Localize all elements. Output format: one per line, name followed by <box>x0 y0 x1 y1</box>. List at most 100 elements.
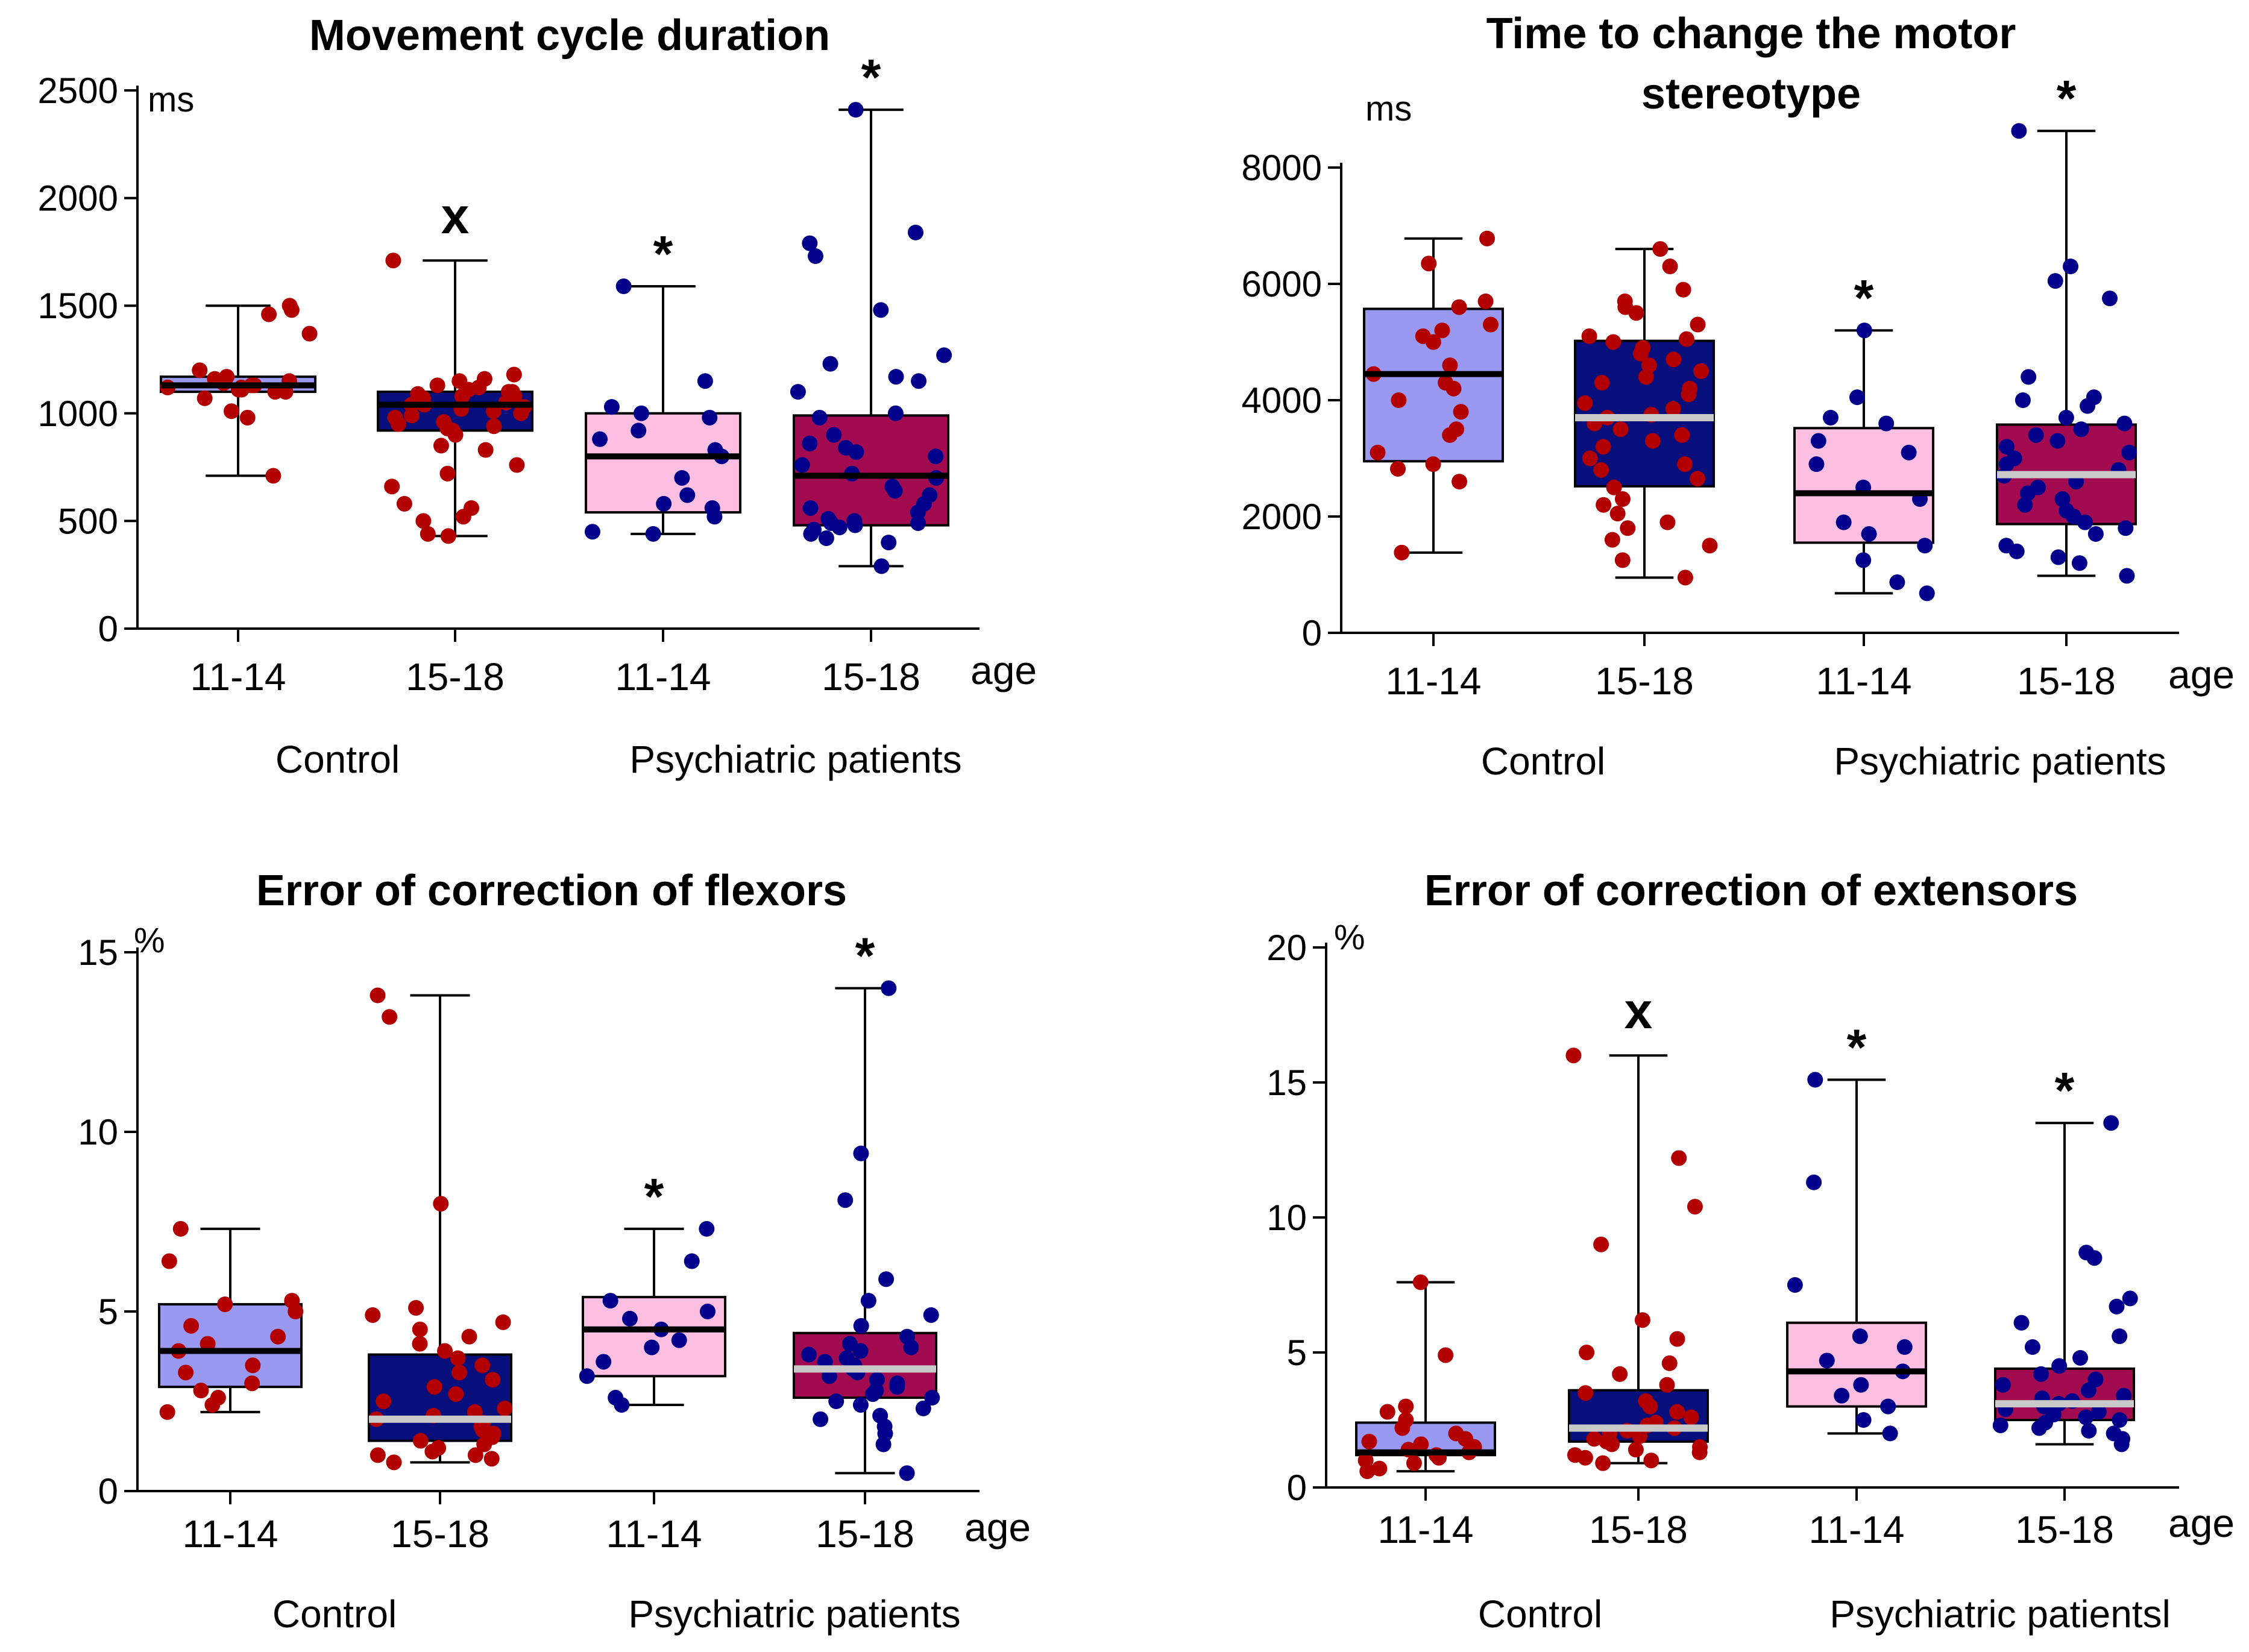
data-point <box>656 495 672 512</box>
data-point <box>430 1440 447 1456</box>
data-point <box>1448 421 1465 438</box>
data-point <box>838 1350 855 1366</box>
data-point <box>1669 1331 1685 1347</box>
data-point <box>2049 433 2066 449</box>
data-point <box>408 1300 424 1316</box>
data-point <box>1438 375 1454 391</box>
data-point <box>1609 506 1626 522</box>
data-point <box>922 487 938 503</box>
data-point <box>1595 1455 1611 1471</box>
chart-title: Movement cycle duration <box>309 11 830 60</box>
data-point <box>2024 1339 2040 1355</box>
data-point <box>579 1368 595 1384</box>
data-point <box>2087 526 2104 542</box>
data-point <box>826 427 842 443</box>
box-iqr <box>1994 1367 2135 1421</box>
data-point <box>178 1365 194 1381</box>
data-point <box>790 384 806 400</box>
data-point <box>1425 456 1441 473</box>
data-point <box>2119 568 2135 584</box>
data-point <box>1371 1460 1388 1477</box>
significance-mark: * <box>1847 1019 1867 1076</box>
data-point <box>161 1253 177 1269</box>
data-point <box>841 1336 858 1352</box>
data-point <box>602 1293 618 1309</box>
data-point <box>1594 375 1610 391</box>
data-point <box>671 1332 687 1348</box>
data-point <box>869 1372 885 1388</box>
data-point <box>1406 1455 1422 1471</box>
data-point <box>485 1372 501 1388</box>
data-point <box>497 1400 513 1416</box>
data-point <box>1659 1377 1675 1393</box>
data-point <box>794 457 810 473</box>
data-point <box>813 1411 829 1427</box>
data-point <box>451 373 468 389</box>
x-tick-label: 11-14 <box>1386 659 1482 703</box>
data-point <box>2021 369 2037 385</box>
data-point <box>412 1336 428 1352</box>
data-point <box>1632 1428 1648 1444</box>
data-point <box>1434 322 1450 339</box>
y-tick-label: 20 <box>1266 928 1307 968</box>
data-point <box>192 362 208 378</box>
data-point <box>1659 514 1676 530</box>
group-label: Control <box>275 738 400 781</box>
data-point <box>1606 479 1622 495</box>
data-point <box>2073 421 2089 438</box>
data-point <box>2109 1298 2125 1314</box>
data-point <box>805 521 822 538</box>
data-point <box>1692 1439 1708 1455</box>
data-point <box>265 468 282 484</box>
data-point <box>2051 1358 2068 1374</box>
data-point <box>1567 1447 1583 1463</box>
data-point <box>1998 439 2015 455</box>
data-point <box>467 1447 483 1463</box>
x-tick-label: 11-14 <box>615 655 711 699</box>
data-point <box>1628 1442 1644 1458</box>
data-point <box>899 1328 915 1345</box>
y-axis-unit: ms <box>148 80 194 119</box>
data-point <box>881 535 897 551</box>
data-point <box>219 369 235 385</box>
chart-title: Time to change the motor <box>1486 10 2016 58</box>
data-point <box>811 409 828 426</box>
group-label: Psychiatric patients <box>628 1592 960 1636</box>
data-point <box>1612 1366 1628 1382</box>
data-point <box>878 1271 895 1287</box>
data-point <box>1448 1425 1464 1442</box>
y-tick-label: 2500 <box>38 71 118 111</box>
x-tick-label: 11-14 <box>1816 659 1912 703</box>
data-point <box>1683 1409 1699 1425</box>
data-point <box>1477 293 1494 309</box>
data-point <box>928 448 944 465</box>
data-point <box>448 1386 464 1402</box>
data-point <box>1453 404 1469 420</box>
data-point <box>702 409 718 426</box>
data-point <box>159 1404 175 1420</box>
data-point <box>384 479 400 495</box>
data-point <box>415 513 432 529</box>
x-axis-label: age <box>964 1505 1031 1550</box>
data-point <box>483 1451 500 1467</box>
data-point <box>1849 389 1865 406</box>
box-iqr <box>1363 307 1504 463</box>
data-point <box>820 510 837 527</box>
box-group-4: 15-18 * <box>793 928 940 1556</box>
data-point <box>1412 1274 1429 1290</box>
data-point <box>386 1454 402 1471</box>
data-point <box>1819 1352 1835 1369</box>
data-point <box>872 1407 889 1424</box>
data-point <box>270 1328 286 1345</box>
data-point <box>2081 1422 2097 1439</box>
data-point <box>873 302 889 318</box>
x-tick-label: 15-18 <box>2015 1508 2114 1551</box>
data-point <box>1577 1385 1594 1401</box>
data-point <box>699 1220 715 1237</box>
data-point <box>1394 544 1410 561</box>
data-point <box>621 1310 638 1327</box>
group-label: Control <box>1481 740 1605 783</box>
box-group-3: 11-14 * <box>584 225 741 699</box>
data-point <box>2011 123 2027 139</box>
